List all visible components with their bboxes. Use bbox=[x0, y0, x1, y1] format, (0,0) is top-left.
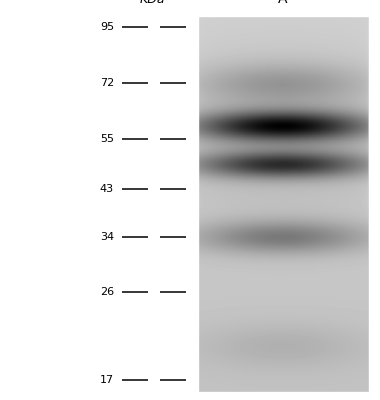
Bar bbox=[0, 0, 198, 400]
Text: 72: 72 bbox=[100, 78, 114, 88]
Text: 17: 17 bbox=[100, 374, 114, 384]
Text: A: A bbox=[278, 0, 288, 6]
Bar bbox=[369, 0, 380, 400]
Text: 34: 34 bbox=[100, 232, 114, 242]
Text: 95: 95 bbox=[100, 22, 114, 32]
Text: 26: 26 bbox=[100, 287, 114, 297]
Bar bbox=[198, 0, 369, 16]
Bar bbox=[198, 392, 369, 400]
Text: 55: 55 bbox=[100, 134, 114, 144]
Text: 43: 43 bbox=[100, 184, 114, 194]
Text: KDa: KDa bbox=[139, 0, 165, 6]
